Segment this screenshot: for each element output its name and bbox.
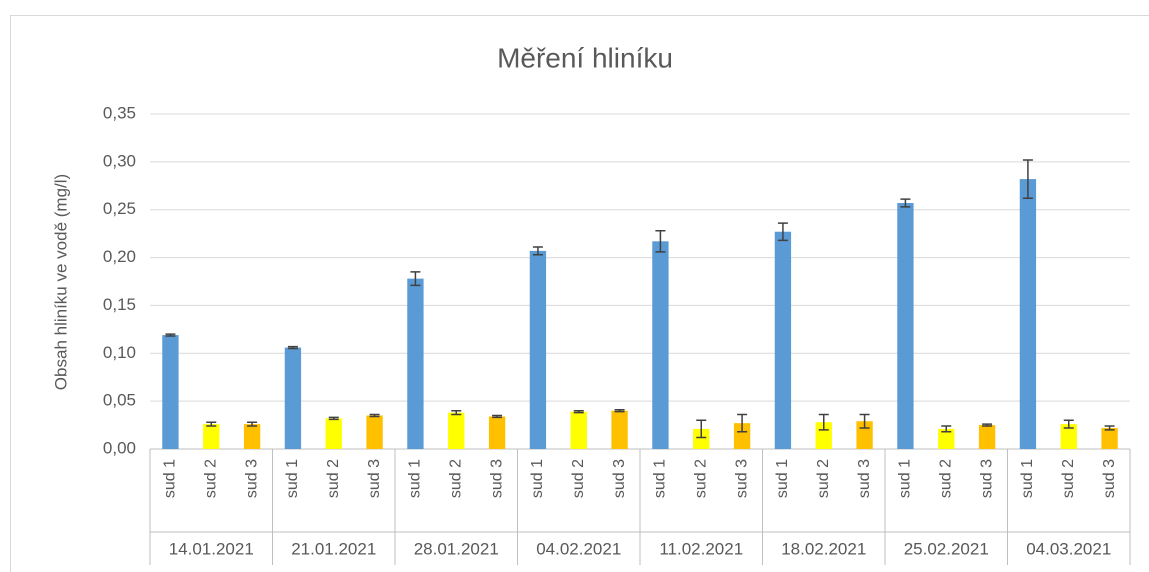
bar — [203, 424, 220, 449]
error-bar — [818, 413, 829, 431]
bar — [978, 425, 996, 449]
x-tick-label: sud 2 — [1060, 459, 1077, 498]
error-bar — [941, 425, 952, 433]
x-tick-label: sud 2 — [202, 459, 219, 498]
bar — [570, 411, 587, 449]
y-tick-label: 0,00 — [103, 438, 136, 457]
x-tick-label: sud 3 — [243, 459, 260, 498]
error-bar — [451, 409, 462, 416]
x-tick-label: sud 1 — [897, 459, 914, 498]
y-tick-label: 0,15 — [103, 295, 136, 314]
x-tick-label: sud 1 — [407, 459, 424, 498]
group-label: 11.02.2021 — [659, 539, 743, 558]
bar — [162, 335, 179, 449]
bar — [652, 241, 669, 449]
x-tick-label: sud 3 — [733, 459, 750, 498]
group-label: 04.03.2021 — [1026, 539, 1111, 558]
chart-frame — [10, 15, 1149, 572]
error-bar — [1022, 159, 1033, 199]
bar — [938, 428, 955, 449]
y-tick-label: 0,10 — [103, 343, 136, 362]
x-tick-label: sud 1 — [774, 459, 791, 498]
bar — [693, 428, 710, 449]
bar — [1101, 427, 1118, 449]
bar — [774, 231, 792, 449]
group-label: 14.01.2021 — [169, 539, 254, 558]
bar — [366, 415, 383, 449]
bar — [529, 250, 547, 449]
x-tick-label: sud 1 — [284, 459, 301, 498]
error-bar — [165, 333, 176, 337]
x-tick-label: sud 2 — [325, 459, 342, 498]
bar — [407, 278, 424, 449]
bar — [611, 410, 628, 449]
y-tick-label: 0,25 — [103, 199, 136, 218]
group-label: 28.01.2021 — [414, 539, 499, 558]
x-tick-label: sud 3 — [978, 459, 995, 498]
error-bar — [777, 222, 788, 242]
x-tick-label: sud 1 — [652, 459, 669, 498]
x-tick-label: sud 3 — [488, 459, 505, 498]
error-bar — [655, 230, 666, 253]
x-tick-label: sud 3 — [366, 459, 383, 498]
bar — [1060, 424, 1077, 449]
error-bar — [492, 414, 503, 419]
group-label: 25.02.2021 — [904, 539, 989, 558]
bar — [733, 423, 751, 449]
y-tick-label: 0,30 — [103, 151, 136, 170]
x-tick-label: sud 1 — [529, 459, 546, 498]
bar — [1019, 179, 1037, 450]
x-tick-label: sud 2 — [815, 459, 832, 498]
y-tick-label: 0,35 — [103, 103, 136, 122]
bar — [897, 203, 914, 449]
error-bar — [859, 413, 870, 429]
group-label: 18.02.2021 — [781, 539, 866, 558]
bar — [488, 416, 506, 449]
y-axis-label: Obsah hliníku ve vodě (mg/l) — [51, 174, 70, 390]
x-tick-label: sud 3 — [611, 459, 628, 498]
y-tick-label: 0,05 — [103, 391, 136, 410]
error-bar — [900, 198, 911, 208]
error-bar — [982, 423, 993, 427]
bar — [284, 347, 302, 449]
error-bar — [1104, 425, 1115, 431]
bar — [325, 418, 342, 449]
chart-title: Měření hliníku — [497, 42, 673, 73]
x-tick-label: sud 1 — [162, 459, 179, 498]
error-bar — [737, 413, 748, 433]
bar — [243, 424, 261, 449]
error-bar — [573, 409, 584, 414]
x-tick-label: sud 3 — [856, 459, 873, 498]
x-tick-label: sud 1 — [1019, 459, 1036, 498]
error-bar — [328, 416, 339, 421]
error-bar — [287, 345, 298, 350]
x-tick-label: sud 3 — [1101, 459, 1118, 498]
group-label: 21.01.2021 — [291, 539, 376, 558]
bar — [448, 412, 465, 449]
error-bar — [369, 413, 380, 418]
error-bar — [696, 419, 707, 439]
error-bar — [410, 271, 421, 287]
bar — [815, 422, 832, 449]
group-label: 04.02.2021 — [536, 539, 621, 558]
y-tick-label: 0,20 — [103, 247, 136, 266]
error-bar — [532, 246, 543, 256]
x-tick-label: sud 2 — [937, 459, 954, 498]
x-tick-label: sud 2 — [447, 459, 464, 498]
x-tick-label: sud 2 — [570, 459, 587, 498]
error-bar — [614, 409, 625, 413]
error-bar — [1063, 419, 1074, 429]
error-bar — [206, 421, 217, 427]
x-tick-label: sud 2 — [692, 459, 709, 498]
error-bar — [247, 421, 258, 427]
